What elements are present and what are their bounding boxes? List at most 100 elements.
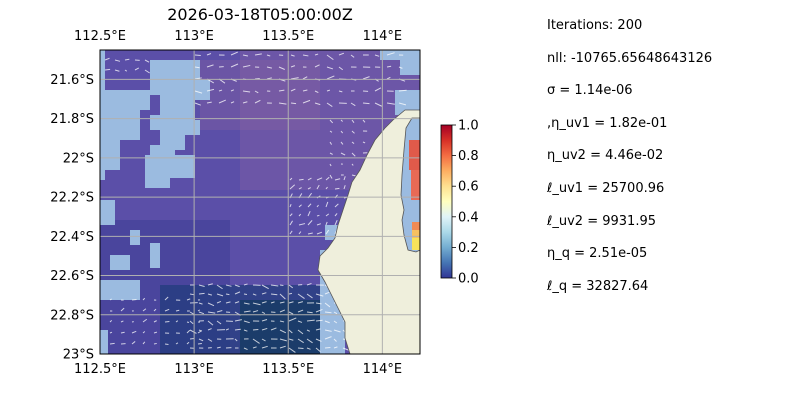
current-vector bbox=[194, 77, 202, 80]
field-patch-high bbox=[200, 60, 320, 130]
current-vector bbox=[340, 141, 344, 145]
current-vector bbox=[186, 341, 190, 345]
current-vector bbox=[315, 293, 324, 297]
current-vector bbox=[324, 320, 330, 324]
current-vector bbox=[198, 311, 205, 315]
current-vector bbox=[124, 69, 128, 72]
current-vector bbox=[326, 89, 331, 92]
current-vector bbox=[225, 328, 230, 331]
current-vector bbox=[242, 101, 248, 104]
current-vector bbox=[216, 346, 221, 349]
current-vector bbox=[315, 319, 323, 322]
y-tick-label: 22.6°S bbox=[50, 269, 94, 284]
current-vector bbox=[142, 297, 146, 301]
current-vector bbox=[134, 67, 140, 71]
current-vector bbox=[270, 327, 277, 331]
current-vector bbox=[198, 302, 203, 305]
current-vector bbox=[325, 213, 330, 217]
current-vector bbox=[315, 338, 322, 342]
current-vector bbox=[351, 163, 354, 166]
colorbar: 0.0 0.2 0.4 0.6 0.8 1.0 bbox=[440, 119, 479, 287]
current-vector bbox=[206, 101, 212, 104]
current-vector bbox=[175, 309, 180, 312]
current-vector bbox=[279, 309, 286, 313]
current-vector bbox=[306, 329, 310, 332]
map-area bbox=[100, 50, 420, 354]
current-vector bbox=[120, 307, 125, 312]
current-vector bbox=[266, 77, 272, 80]
current-vector bbox=[216, 320, 222, 325]
current-vector bbox=[252, 328, 259, 331]
current-vector bbox=[325, 176, 330, 181]
current-vector bbox=[338, 66, 343, 71]
current-vector bbox=[351, 130, 355, 134]
current-vector bbox=[144, 59, 150, 63]
current-vector bbox=[306, 319, 315, 322]
current-vector bbox=[206, 64, 214, 68]
current-vector bbox=[288, 292, 293, 295]
current-vector bbox=[307, 220, 313, 226]
current-vector bbox=[338, 90, 343, 93]
current-vector bbox=[386, 102, 395, 105]
current-vector bbox=[120, 320, 124, 323]
y-tick-label: 22.4°S bbox=[50, 230, 94, 245]
current-vector bbox=[290, 54, 295, 57]
current-vector bbox=[350, 102, 356, 107]
current-vector bbox=[230, 63, 239, 68]
current-vector bbox=[307, 232, 313, 235]
current-vector bbox=[109, 342, 115, 345]
current-vector bbox=[316, 231, 323, 235]
current-vector bbox=[243, 283, 248, 286]
current-vector bbox=[234, 291, 241, 295]
current-vector bbox=[289, 203, 292, 208]
current-vector bbox=[198, 292, 205, 295]
current-vector bbox=[340, 152, 346, 156]
current-vector bbox=[164, 296, 169, 301]
current-vector bbox=[340, 130, 344, 134]
x-tick-label: 112.5°E bbox=[74, 362, 126, 377]
current-vector bbox=[325, 221, 328, 226]
no-data-region bbox=[380, 50, 420, 75]
current-vector bbox=[342, 347, 350, 351]
current-vector bbox=[297, 329, 304, 335]
current-vector bbox=[114, 59, 121, 62]
current-vector bbox=[207, 328, 212, 331]
current-vector bbox=[153, 331, 158, 334]
land-mass bbox=[317, 109, 420, 354]
stat-line: η_q = 2.51e-05 bbox=[547, 246, 648, 262]
current-vector bbox=[329, 174, 333, 179]
current-vector bbox=[114, 69, 120, 72]
current-vector bbox=[279, 338, 287, 342]
current-vector bbox=[362, 119, 366, 123]
current-vector bbox=[261, 327, 268, 331]
current-vector bbox=[216, 284, 223, 290]
map-gridlines bbox=[100, 50, 420, 354]
current-vector bbox=[329, 163, 332, 167]
current-vector bbox=[243, 329, 248, 332]
current-vector bbox=[189, 329, 197, 334]
current-vector bbox=[142, 331, 146, 334]
current-vector bbox=[270, 301, 275, 304]
x-tick-label: 113°E bbox=[174, 29, 214, 44]
current-vector bbox=[242, 90, 251, 93]
current-vector bbox=[252, 302, 261, 306]
colorbar-tick-label: 0.2 bbox=[458, 241, 479, 256]
current-vector bbox=[254, 77, 260, 80]
current-vector bbox=[194, 102, 201, 106]
current-vector bbox=[104, 57, 110, 61]
x-tick-label: 112.5°E bbox=[74, 29, 126, 44]
current-vector bbox=[218, 89, 223, 92]
colorbar-tick-label: 0.4 bbox=[458, 210, 479, 225]
current-vector bbox=[104, 68, 111, 71]
no-data-region bbox=[100, 90, 150, 170]
current-vector bbox=[398, 66, 403, 69]
current-vector bbox=[315, 308, 323, 313]
current-vector bbox=[194, 54, 201, 57]
current-vector bbox=[302, 54, 309, 57]
current-vector bbox=[314, 64, 320, 68]
current-vector bbox=[324, 336, 332, 340]
no-data-region bbox=[130, 230, 140, 245]
stat-line: Iterations: 200 bbox=[547, 18, 643, 33]
current-vector bbox=[288, 329, 293, 334]
colorbar-tick-label: 0.0 bbox=[458, 272, 479, 287]
